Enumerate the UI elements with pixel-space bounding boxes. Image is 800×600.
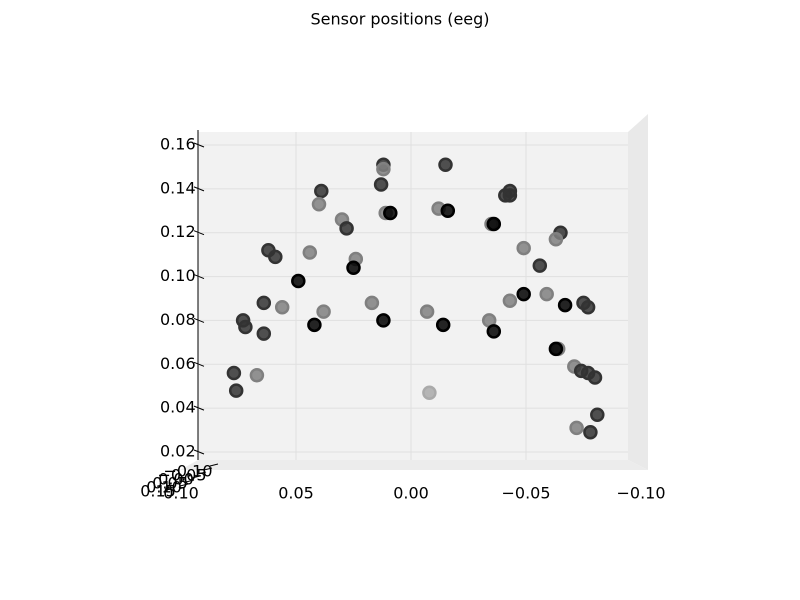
y-tick [193,361,205,367]
sensor-point [373,177,389,192]
x-tick-label: 0.05 [278,484,314,503]
sensor-point [228,383,244,398]
z-tick-label: −0.05 [157,466,206,485]
z-tick-label: 0.05 [152,474,188,493]
sensor-point [580,300,596,315]
sensor-point [268,249,283,265]
z-tick-label: 0.10 [146,478,182,497]
sensor-point [419,304,435,319]
sensor-point [249,368,265,383]
chart-title: Sensor positions (eeg) [310,10,489,29]
points [226,157,605,440]
sensor-point [516,240,531,256]
z-tick [185,479,195,483]
sensor-point [422,385,437,401]
z-tick [179,483,189,487]
sensor-point [311,196,327,212]
side-pane [628,114,648,470]
z-tick [209,463,219,467]
sensor-point [548,232,564,247]
grid: 0.020.040.060.080.100.120.140.160.10 0.05… [140,132,666,503]
sensor-point [346,260,361,276]
sensor-point [383,205,398,221]
sensor-point [339,221,354,236]
sensor-point [302,245,318,260]
x-tick-label: 0.10 [163,484,199,503]
z-tick [203,467,213,471]
z-tick-label: −0.10 [163,462,212,481]
x-tick-label: −0.10 [616,484,665,503]
y-tick-label: 0.10 [160,266,196,285]
y-tick [193,449,205,455]
y-tick [193,230,205,236]
sensor-point [256,295,272,311]
sensor-point [438,157,453,172]
sensor-point [376,161,391,177]
y-tick-label: 0.12 [160,222,196,241]
y-tick-label: 0.06 [160,354,196,373]
y-tick-label: 0.08 [160,310,196,329]
sensor-point [557,297,573,313]
z-tick [197,471,207,475]
sensor-point [590,407,605,422]
y-tick [193,405,205,411]
x-tick-label: −0.05 [501,484,550,503]
sensor-point [316,304,331,319]
sensor-point [364,295,380,311]
sensor-point [583,425,598,440]
sensor-point [587,370,603,385]
z-tick [191,475,201,479]
sensor-point [440,203,456,219]
sensor-point [486,216,502,232]
sensor-point [486,324,502,339]
sensor-point [539,286,554,302]
y-tick-label: 0.02 [160,442,196,461]
sensor-point [435,317,451,333]
floor-pane [180,460,648,470]
sensor-point [256,326,272,341]
z-tick-label: 0.00 [158,470,194,489]
sensor-point [502,188,518,203]
sensor-point [226,365,242,381]
y-tick [193,142,205,148]
z-tick-label: 0.15 [140,482,176,501]
sensor-point [569,420,584,436]
y-tick-label: 0.14 [160,178,196,197]
y-tick [193,317,205,323]
y-tick [193,186,205,192]
sensor-point [238,319,253,335]
sensor-point [307,317,322,333]
sensor-point [376,313,391,328]
sensor-point [532,258,548,273]
sensor-point [548,341,564,357]
sensor-point [516,286,531,302]
sensor-point [502,293,518,308]
sensor-point [274,300,290,315]
back-pane [198,132,628,460]
sensor-point [314,183,329,199]
y-tick-label: 0.04 [160,398,196,417]
x-tick-label: 0.00 [393,484,429,503]
y-tick-label: 0.16 [160,135,196,154]
sensor-point [291,273,306,289]
y-tick [193,274,205,280]
